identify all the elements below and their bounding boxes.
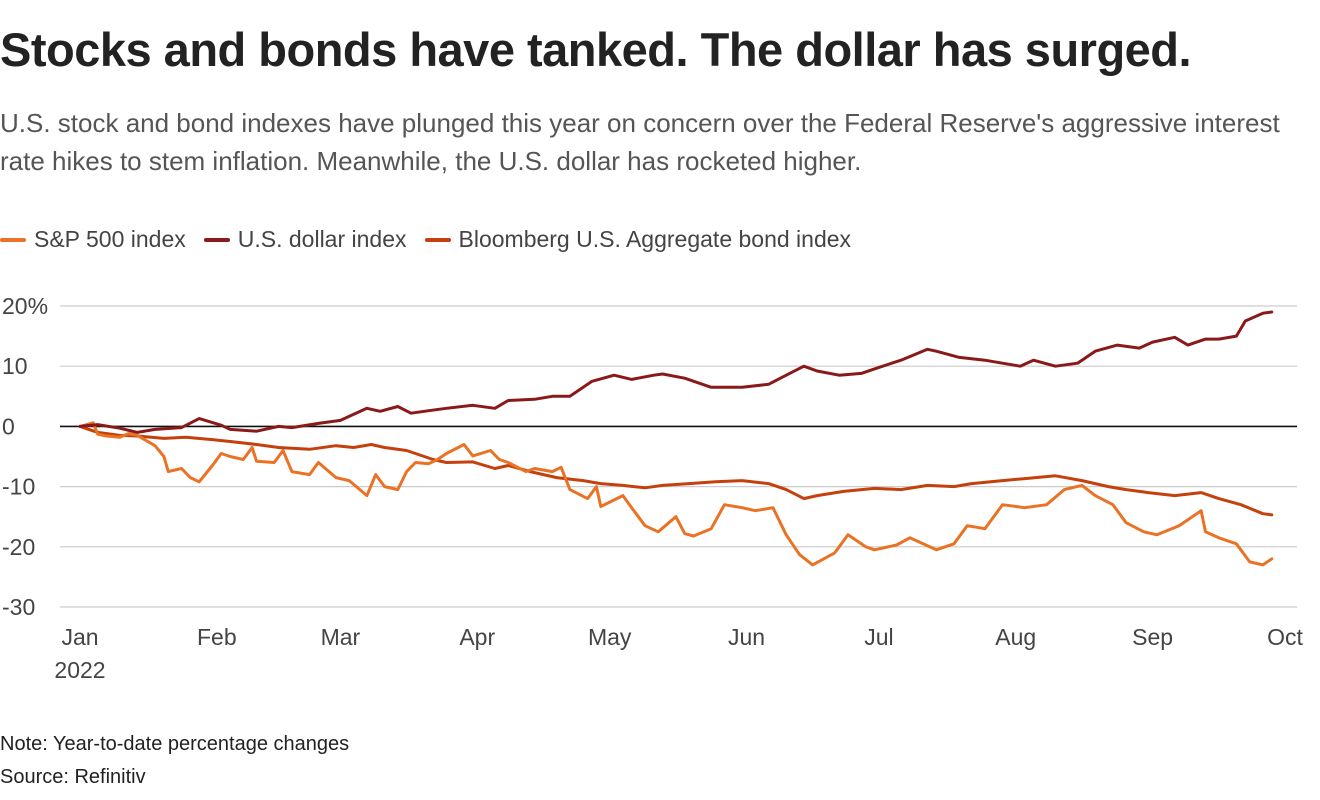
chart-title: Stocks and bonds have tanked. The dollar… [0, 23, 1192, 76]
y-tick-label: -10 [2, 474, 35, 500]
x-tick-sublabel: 2022 [54, 657, 105, 683]
x-tick-label: Oct [1267, 624, 1303, 650]
legend-label-dollar: U.S. dollar index [237, 226, 407, 252]
x-tick-label: Jul [864, 624, 893, 650]
legend-swatch-bond [424, 237, 451, 242]
x-tick-label: Feb [197, 624, 237, 650]
series-lines [78, 310, 1274, 567]
x-tick-label: Mar [321, 624, 361, 650]
x-tick-label: Jun [728, 624, 765, 650]
x-tick-label: Jan [61, 624, 98, 650]
x-axis: Jan 2022 Feb Mar Apr May Jun Jul Aug Sep Oct [54, 624, 1303, 683]
x-tick-label: May [588, 624, 632, 650]
y-tick-label: 0 [2, 413, 15, 439]
x-tick-label: Aug [995, 624, 1036, 650]
legend-swatch-dollar [203, 237, 230, 242]
legend-swatch-sp500 [0, 237, 26, 242]
dollar-index-line [78, 310, 1274, 434]
line-chart: 20% 10 0 -10 -20 -30 Jan 2022 Feb Mar Apr May Jun Ju… [2, 293, 1303, 683]
sp500-line [78, 421, 1274, 567]
y-tick-label: -20 [2, 534, 35, 560]
legend-item-dollar: U.S. dollar index [203, 226, 407, 253]
chart-source: Source: Refinitiv [0, 766, 146, 788]
chart-note: Note: Year-to-date percentage changes [0, 733, 350, 755]
chart-subtitle: U.S. stock and bond indexes have plunged… [0, 108, 1280, 176]
x-tick-label: Apr [459, 624, 495, 650]
y-tick-label: -30 [2, 594, 35, 620]
legend: S&P 500 index U.S. dollar index Bloomber… [0, 226, 869, 253]
x-tick-label: Sep [1132, 624, 1173, 650]
y-axis: 20% 10 0 -10 -20 -30 [2, 293, 48, 620]
legend-item-sp500: S&P 500 index [0, 226, 186, 253]
y-tick-label: 10 [2, 353, 28, 379]
y-tick-label: 20% [2, 293, 48, 319]
bond-index-line [78, 424, 1274, 517]
legend-item-bond: Bloomberg U.S. Aggregate bond index [424, 226, 852, 253]
legend-label-bond: Bloomberg U.S. Aggregate bond index [458, 226, 852, 252]
legend-label-sp500: S&P 500 index [34, 226, 186, 252]
gridlines [60, 305, 1297, 608]
